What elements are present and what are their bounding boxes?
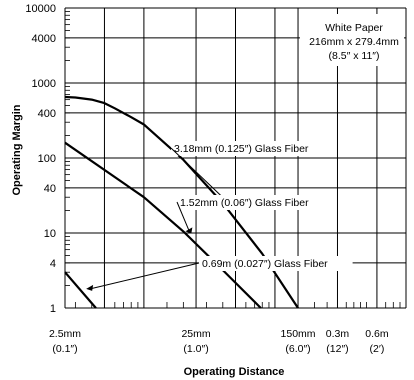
series-pointer	[90, 262, 200, 290]
x-tick-sublabel: (0.1″)	[52, 343, 77, 355]
series-lines	[64, 95, 299, 309]
y-tick-label: 40	[44, 183, 56, 195]
annotations: 3.18mm (0.125″) Glass Fiber 1.52mm (0.06″…	[86, 141, 353, 291]
y-tick-label: 1	[50, 303, 56, 315]
y-tick-label: 4	[50, 258, 56, 270]
series-pointer	[170, 147, 230, 204]
series-label-bg	[199, 256, 353, 271]
x-tick-label: 25mm	[181, 328, 210, 340]
series-label-bg	[171, 141, 331, 156]
y-axis-title: Operating Margin	[11, 104, 23, 195]
x-tick-label: 0.3m	[326, 328, 350, 340]
y-tick-label: 1000	[32, 78, 56, 90]
y-axis-tick-labels: 10000 4000 1000 400 100 40 10 4 1	[25, 3, 56, 315]
series-label: 0.69m (0.027″) Glass Fiber	[202, 258, 328, 270]
note-line-1: White Paper	[325, 22, 383, 34]
series-pointer-head	[185, 227, 193, 234]
series-line	[64, 95, 299, 309]
x-axis-title: Operating Distance	[184, 366, 285, 378]
series-pointer	[176, 201, 190, 232]
x-axis-tick-labels: 2.5mm (0.1″) 25mm (1.0″) 150mm (6.0″) 0.3m (12″…	[49, 328, 389, 355]
note-box	[300, 14, 404, 66]
note-line-2: 216mm x 279.4mm	[309, 36, 399, 48]
x-tick-sublabel: (12″)	[326, 343, 348, 355]
series-label: 1.52mm (0.06″) Glass Fiber	[180, 197, 309, 209]
y-tick-label: 10	[44, 228, 56, 240]
series-line	[64, 141, 262, 309]
x-tick-sublabel: (1.0″)	[183, 343, 208, 355]
x-tick-label: 2.5mm	[49, 328, 81, 340]
y-tick-label: 4000	[32, 33, 56, 45]
series-line	[64, 271, 97, 309]
series-pointer-head	[86, 284, 94, 291]
series-label: 3.18mm (0.125″) Glass Fiber	[174, 143, 309, 155]
y-tick-label: 100	[38, 153, 56, 165]
x-tick-label: 0.6m	[365, 328, 389, 340]
y-tick-label: 10000	[25, 3, 56, 15]
x-tick-sublabel: (2′)	[370, 343, 385, 355]
x-tick-sublabel: (6.0″)	[285, 343, 310, 355]
x-tick-label: 150mm	[281, 328, 316, 340]
series-label-bg	[177, 195, 331, 210]
note-line-3: (8.5″ x 11″)	[328, 50, 379, 62]
y-tick-label: 400	[38, 108, 56, 120]
